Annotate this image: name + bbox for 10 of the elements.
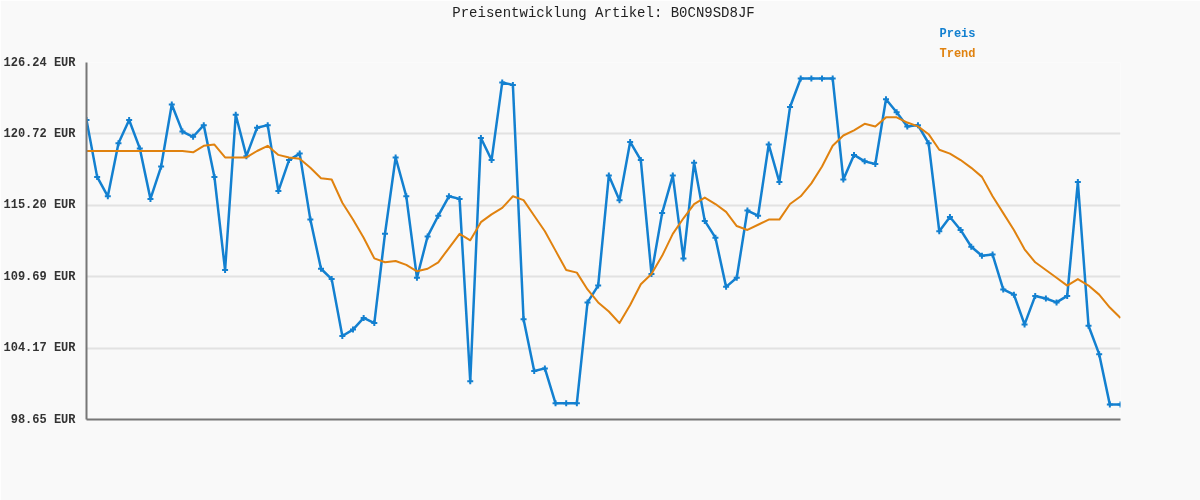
text: Trend — [939, 46, 976, 61]
line-series — [86, 116, 1121, 325]
chart-title: Preisentwicklung Artikel: B0CN9SD8JF — [452, 4, 755, 21]
y-tick-label: 115.20 EUR — [3, 198, 77, 213]
y-tick-label: 98.65 EUR — [10, 412, 77, 427]
text: Preis — [939, 26, 976, 41]
y-tick-label: 120.72 EUR — [3, 126, 77, 141]
y-tick-label: 109.69 EUR — [3, 269, 77, 284]
y-tick-label: 104.17 EUR — [3, 341, 77, 356]
y-tick-label: 126.24 EUR — [3, 55, 77, 70]
